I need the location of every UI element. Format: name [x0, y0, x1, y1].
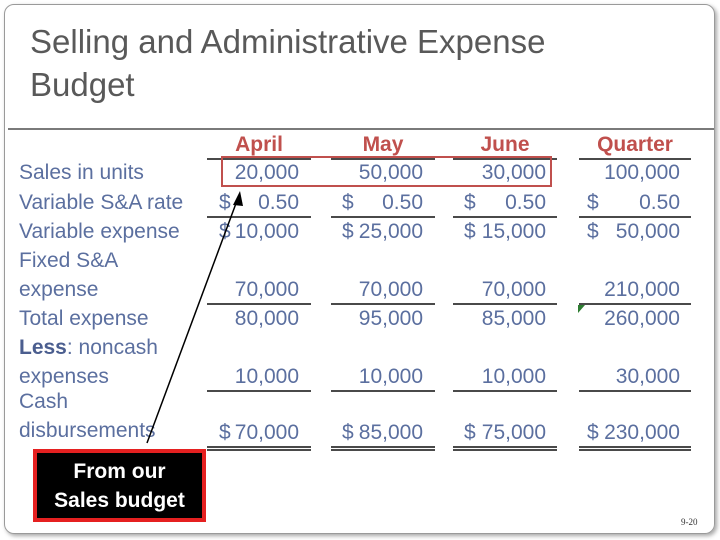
- cell-rate-june: 0.50: [505, 191, 546, 214]
- header-underline: [207, 158, 311, 160]
- title-line-2: Budget: [30, 66, 135, 103]
- dollar-sign: $: [342, 421, 354, 444]
- double-underline: [579, 446, 691, 451]
- header-may: May: [362, 133, 404, 156]
- cell-noncash-may: 10,000: [358, 365, 423, 388]
- dollar-sign: $: [464, 220, 476, 243]
- corner-marker-icon: [578, 305, 585, 313]
- cell-fixed-june: 70,000: [481, 278, 546, 301]
- cell-fixed-may: 70,000: [358, 278, 423, 301]
- row-underline: [207, 390, 311, 392]
- label-cash-line2: disbursements: [19, 419, 156, 442]
- callout-line1: From our: [73, 460, 166, 483]
- cell-total-june: 85,000: [481, 307, 546, 330]
- cell-cash-may: 85,000: [358, 421, 423, 444]
- title-divider: [8, 128, 714, 130]
- cell-cash-april: 70,000: [234, 421, 299, 444]
- callout-line2: Sales budget: [54, 489, 185, 512]
- cell-rate-quarter: 0.50: [639, 191, 680, 214]
- dollar-sign: $: [219, 191, 231, 214]
- label-less-rest: : noncash: [66, 336, 158, 359]
- cell-fixed-april: 70,000: [234, 278, 299, 301]
- header-underline: [331, 158, 435, 160]
- label-cash-line1: Cash: [19, 390, 69, 413]
- arrow-line: [146, 197, 239, 444]
- cell-sales-april: 20,000: [234, 161, 299, 184]
- cell-noncash-quarter: 30,000: [615, 365, 680, 388]
- sales-highlight-box: [221, 156, 552, 187]
- slide-number: 9-20: [681, 517, 698, 527]
- label-sales-units: Sales in units: [19, 161, 144, 184]
- cell-total-quarter: 260,000: [604, 307, 680, 330]
- sales-budget-callout: From our Sales budget: [33, 449, 206, 522]
- cell-varexp-june: 15,000: [481, 220, 546, 243]
- double-underline: [331, 446, 435, 451]
- cell-sales-may: 50,000: [358, 161, 423, 184]
- cell-sales-june: 30,000: [481, 161, 546, 184]
- header-april: April: [235, 133, 283, 156]
- dollar-sign: $: [464, 191, 476, 214]
- row-underline: [453, 216, 557, 218]
- header-june: June: [480, 133, 530, 156]
- row-underline: [453, 390, 557, 392]
- row-underline: [207, 216, 311, 218]
- dollar-sign: $: [342, 220, 354, 243]
- label-less-noncash: Less: noncash: [19, 335, 158, 361]
- row-underline: [331, 390, 435, 392]
- header-quarter: Quarter: [597, 133, 673, 156]
- label-total-expense: Total expense: [19, 307, 149, 330]
- slide-title: Selling and Administrative Expense Budge…: [30, 20, 545, 106]
- double-underline: [453, 446, 557, 451]
- label-noncash-line2: expenses: [19, 365, 109, 388]
- label-fixed-line2: expense: [19, 278, 99, 301]
- label-variable-rate: Variable S&A rate: [19, 191, 184, 214]
- cell-sales-quarter: 100,000: [604, 161, 680, 184]
- cell-noncash-april: 10,000: [234, 365, 299, 388]
- cell-fixed-quarter: 210,000: [604, 278, 680, 301]
- dollar-sign: $: [587, 421, 599, 444]
- cell-varexp-may: 25,000: [358, 220, 423, 243]
- header-underline: [453, 158, 557, 160]
- row-underline: [579, 390, 691, 392]
- cell-varexp-quarter: 50,000: [615, 220, 680, 243]
- row-underline: [331, 303, 435, 305]
- label-less-bold: Less: [19, 336, 67, 359]
- dollar-sign: $: [464, 421, 476, 444]
- cell-rate-april: 0.50: [258, 191, 299, 214]
- dollar-sign: $: [587, 191, 599, 214]
- row-underline: [453, 303, 557, 305]
- row-underline: [331, 216, 435, 218]
- row-underline: [579, 303, 691, 305]
- label-fixed-line1: Fixed S&A: [19, 249, 119, 272]
- cell-cash-june: 75,000: [481, 421, 546, 444]
- row-underline: [579, 216, 691, 218]
- arrow-head-icon: [233, 191, 243, 206]
- dollar-sign: $: [342, 191, 354, 214]
- header-underline: [579, 158, 691, 160]
- title-line-1: Selling and Administrative Expense: [30, 23, 546, 60]
- dollar-sign: $: [587, 220, 599, 243]
- cell-noncash-june: 10,000: [481, 365, 546, 388]
- dollar-sign: $: [219, 421, 231, 444]
- cell-varexp-april: 10,000: [234, 220, 299, 243]
- slide-frame: [4, 4, 715, 534]
- cell-cash-quarter: 230,000: [604, 421, 680, 444]
- cell-total-may: 95,000: [358, 307, 423, 330]
- label-variable-expense: Variable expense: [19, 220, 180, 243]
- cell-total-april: 80,000: [234, 307, 299, 330]
- double-underline: [207, 446, 311, 451]
- cell-rate-may: 0.50: [382, 191, 423, 214]
- row-underline: [207, 303, 311, 305]
